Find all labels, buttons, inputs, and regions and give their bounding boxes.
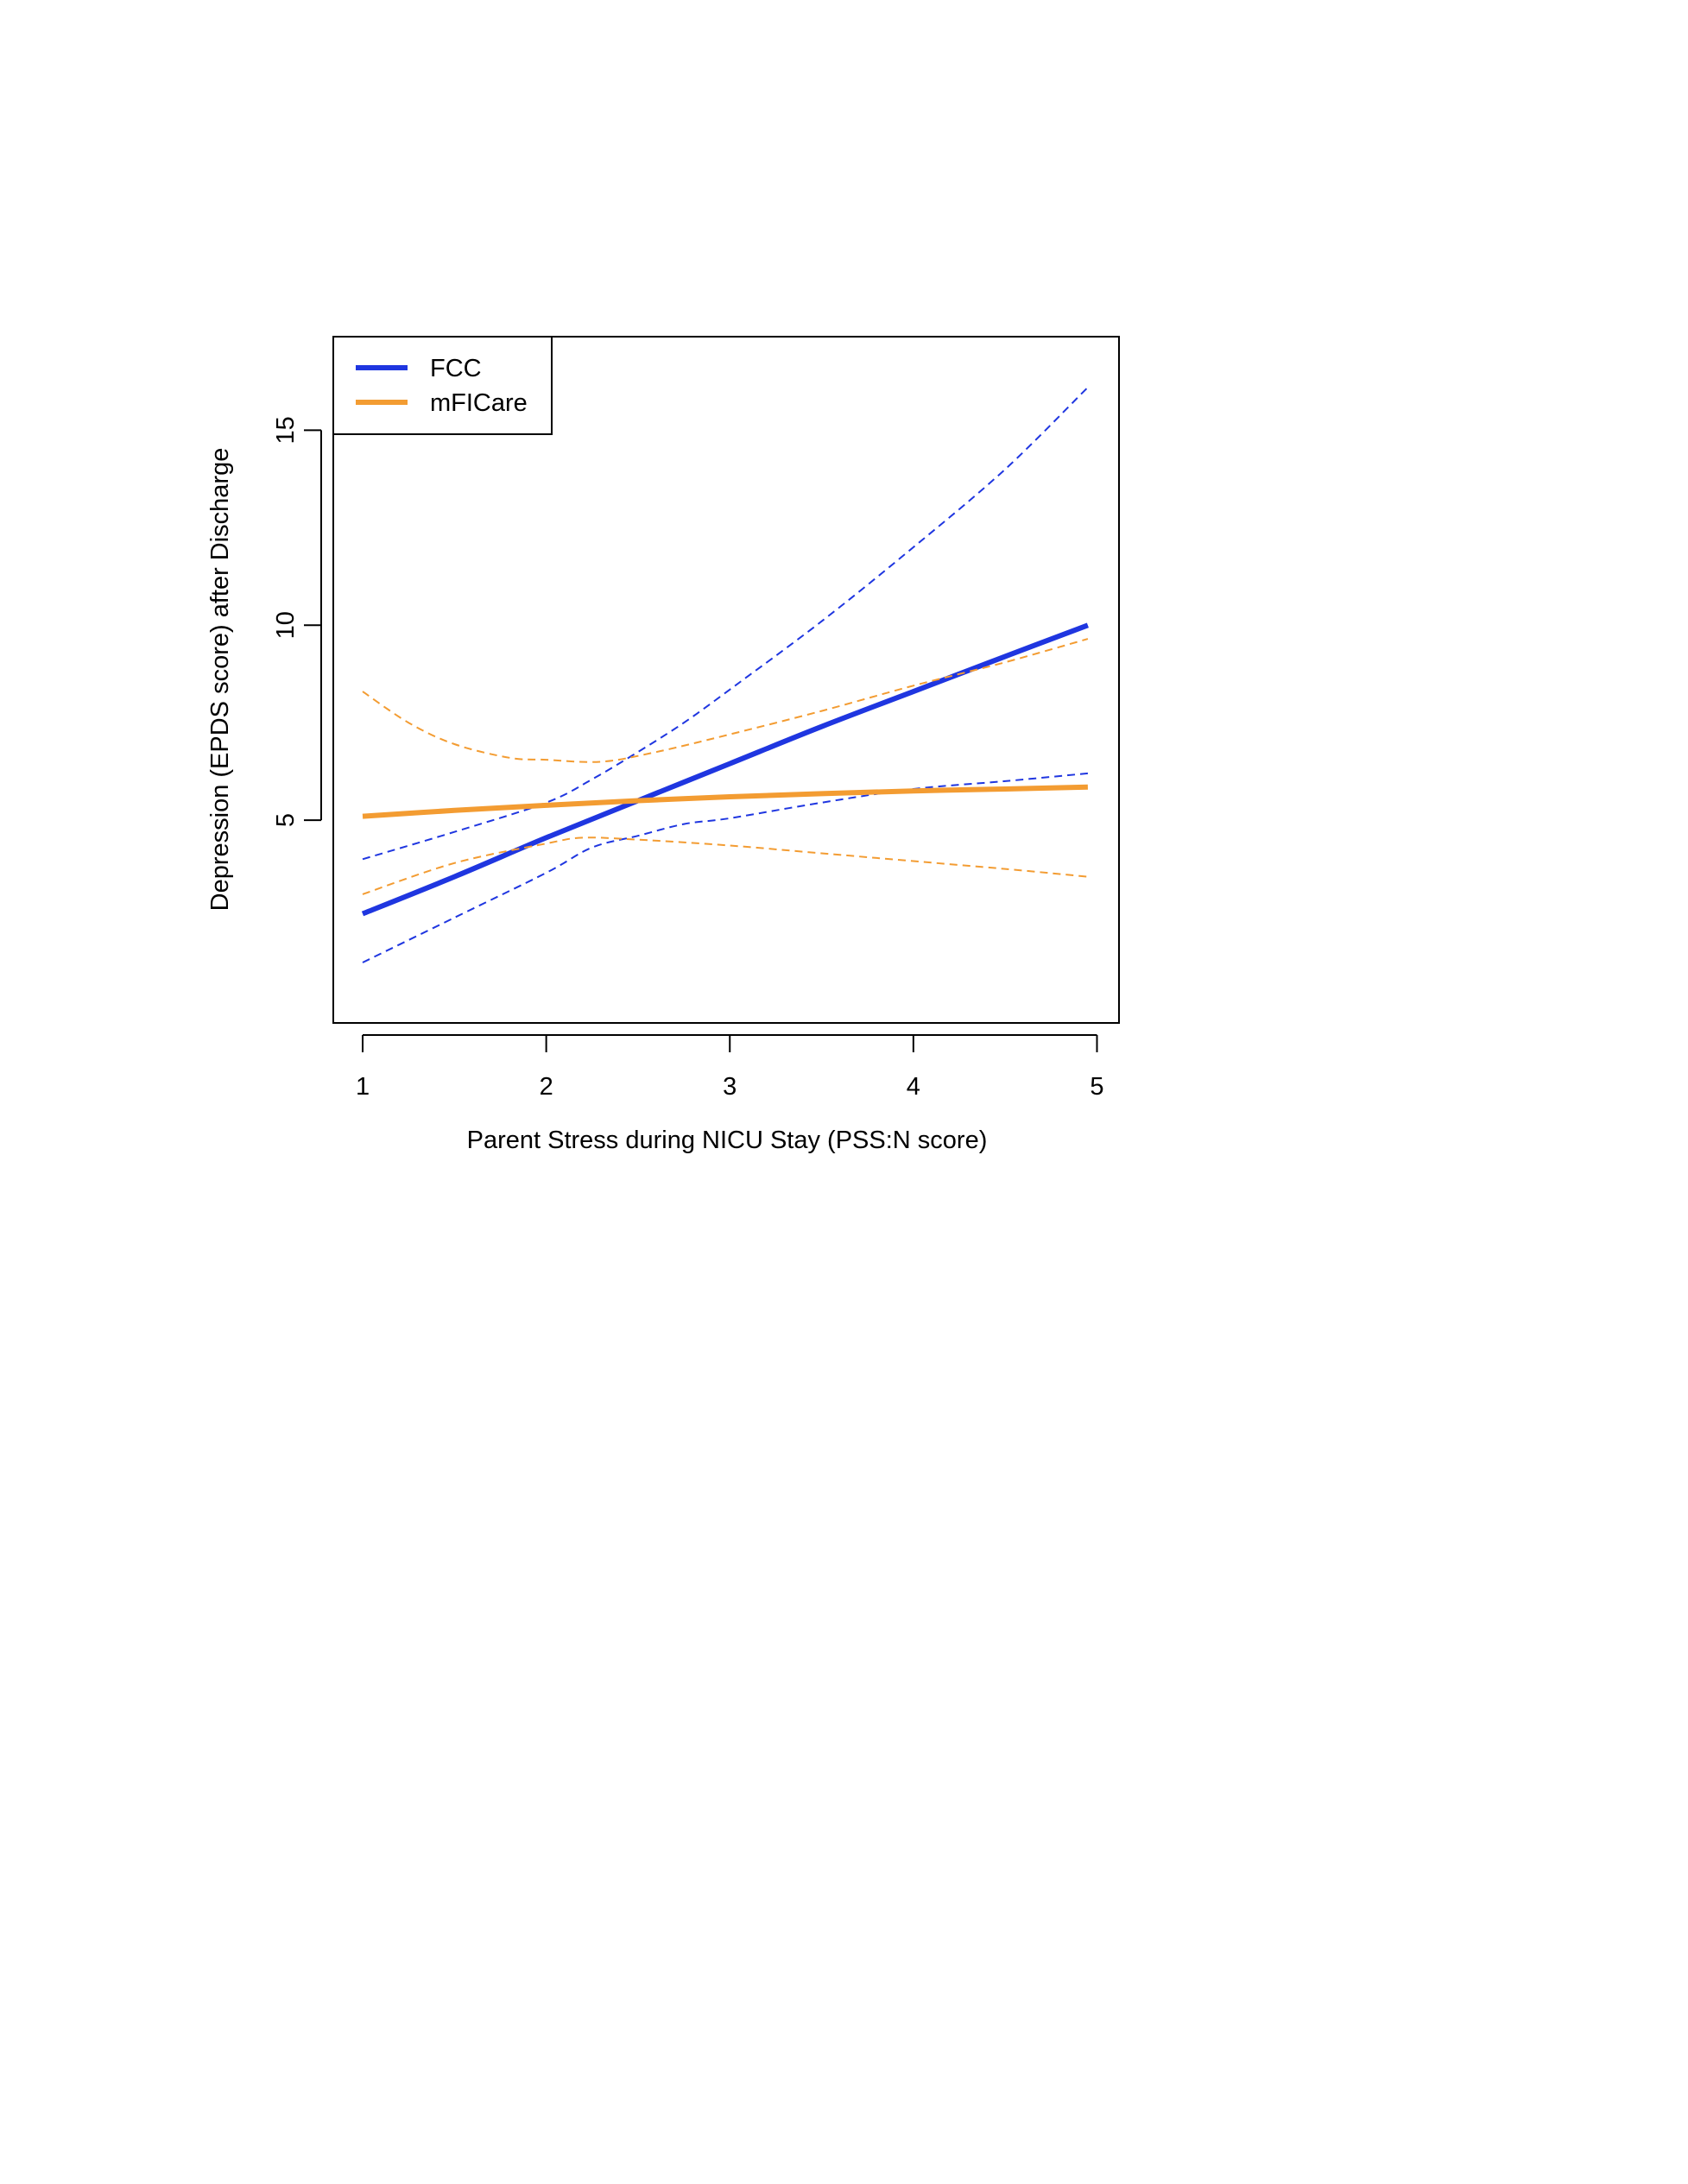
x-tick-label: 5 — [1090, 1073, 1103, 1101]
series-fcc — [361, 386, 1089, 963]
legend-label: FCC — [430, 355, 482, 382]
x-tick-label: 4 — [907, 1073, 920, 1101]
legend-label: mFICare — [430, 389, 528, 417]
series-mficare-fit-line — [362, 784, 1088, 819]
legend-box — [332, 336, 553, 435]
series-fcc-lower-bound-line — [362, 772, 1088, 963]
plot-frame — [332, 336, 1120, 1024]
series-mficare-lower-bound-line — [362, 836, 1088, 895]
y-tick-label: 10 — [272, 611, 300, 639]
series-mficare — [362, 638, 1089, 895]
x-tick-label: 3 — [723, 1073, 737, 1101]
series-fcc-fit-line — [361, 622, 1089, 917]
x-tick-label: 1 — [356, 1073, 370, 1101]
y-axis: 5 10 15 — [272, 416, 322, 827]
x-axis-title: Parent Stress during NICU Stay (PSS:N sc… — [467, 1127, 988, 1154]
x-tick-label: 2 — [540, 1073, 553, 1101]
y-tick-label: 5 — [272, 813, 300, 827]
series-mficare-upper-bound-line — [362, 638, 1089, 763]
series-layer — [361, 386, 1089, 963]
y-tick-label: 15 — [272, 416, 300, 444]
x-axis: 1 2 3 4 5 — [356, 1034, 1104, 1101]
series-fcc-upper-bound-line — [362, 386, 1089, 861]
legend: FCC mFICare — [332, 336, 553, 435]
y-axis-title: Depression (EPDS score) after Discharge — [206, 448, 234, 912]
